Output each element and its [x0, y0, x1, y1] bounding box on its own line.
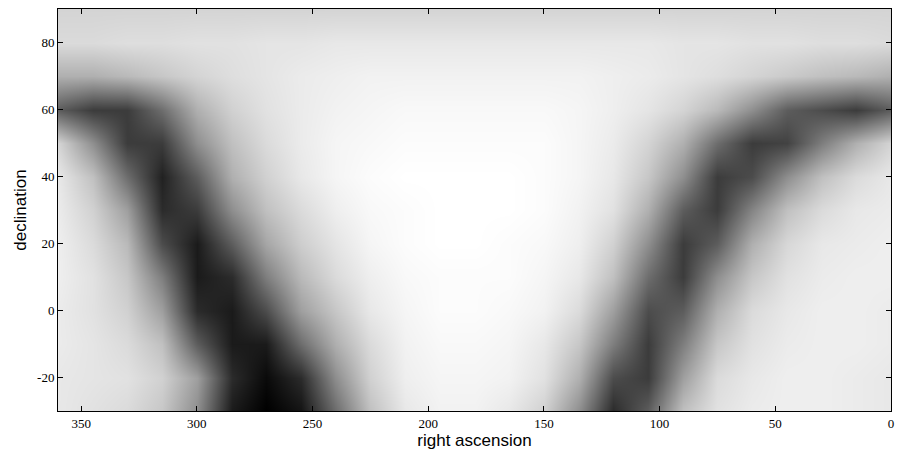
svg-text:250: 250: [303, 416, 323, 431]
svg-text:-20: -20: [37, 370, 54, 385]
svg-text:declination: declination: [11, 169, 30, 250]
svg-text:100: 100: [650, 416, 670, 431]
svg-text:right ascension: right ascension: [417, 431, 531, 450]
svg-text:20: 20: [41, 236, 54, 251]
svg-text:200: 200: [418, 416, 438, 431]
svg-text:150: 150: [534, 416, 554, 431]
svg-text:60: 60: [41, 102, 54, 117]
svg-text:0: 0: [48, 303, 55, 318]
svg-text:0: 0: [888, 416, 895, 431]
svg-text:300: 300: [187, 416, 207, 431]
svg-text:80: 80: [41, 35, 54, 50]
svg-text:40: 40: [41, 169, 54, 184]
svg-text:50: 50: [769, 416, 782, 431]
svg-text:350: 350: [71, 416, 91, 431]
